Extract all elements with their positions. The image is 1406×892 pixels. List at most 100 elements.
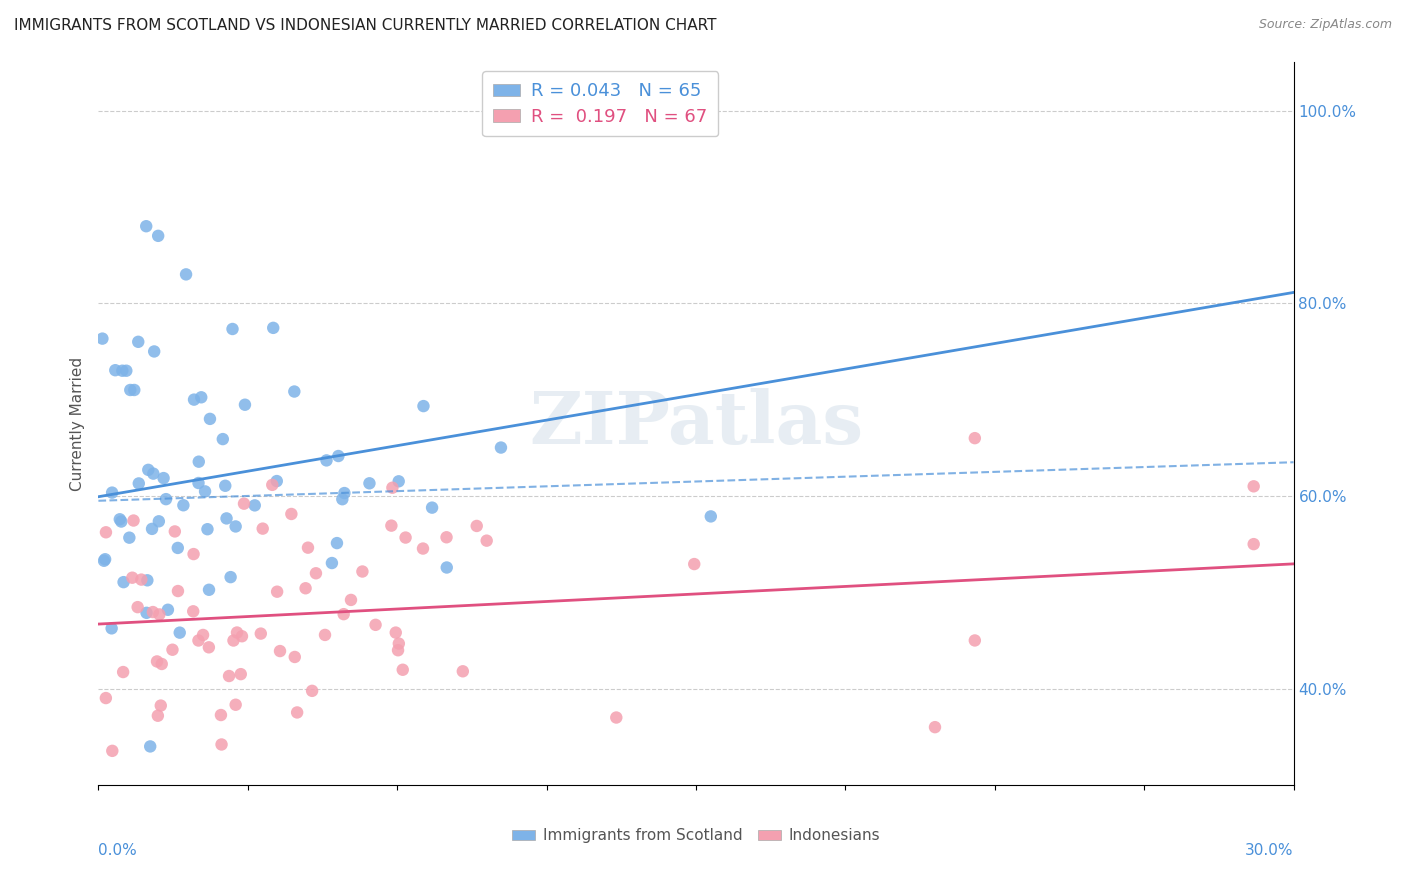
- Point: [391, 663, 413, 677]
- Point: [115, 364, 138, 378]
- Point: [332, 607, 354, 622]
- Point: [141, 522, 163, 536]
- Point: [215, 511, 238, 525]
- Point: [174, 268, 197, 282]
- Point: [94, 691, 117, 706]
- Point: [148, 228, 170, 243]
- Point: [169, 625, 191, 640]
- Point: [328, 449, 350, 463]
- Point: [148, 514, 170, 528]
- Point: [412, 541, 434, 556]
- Point: [284, 650, 307, 665]
- Point: [187, 455, 209, 469]
- Point: [118, 531, 141, 545]
- Point: [451, 665, 474, 679]
- Point: [142, 605, 165, 619]
- Point: [963, 431, 986, 445]
- Point: [475, 533, 498, 548]
- Point: [700, 509, 723, 524]
- Point: [233, 497, 256, 511]
- Point: [269, 644, 291, 658]
- Point: [352, 565, 374, 579]
- Point: [283, 384, 305, 399]
- Point: [187, 475, 209, 490]
- Point: [163, 524, 186, 539]
- Point: [190, 390, 212, 404]
- Point: [1243, 479, 1265, 493]
- Point: [191, 628, 214, 642]
- Point: [187, 633, 209, 648]
- Point: [266, 584, 288, 599]
- Point: [146, 655, 169, 669]
- Point: [155, 492, 177, 507]
- Point: [340, 593, 363, 607]
- Text: ZIPatlas: ZIPatlas: [529, 388, 863, 459]
- Point: [605, 710, 627, 724]
- Point: [305, 566, 328, 581]
- Point: [156, 603, 179, 617]
- Point: [222, 633, 245, 648]
- Point: [221, 322, 243, 336]
- Point: [198, 582, 221, 597]
- Point: [198, 412, 221, 426]
- Point: [1243, 537, 1265, 551]
- Point: [110, 515, 132, 529]
- Point: [146, 708, 169, 723]
- Point: [963, 633, 986, 648]
- Point: [101, 485, 124, 500]
- Point: [314, 628, 336, 642]
- Legend: Immigrants from Scotland, Indonesians: Immigrants from Scotland, Indonesians: [506, 822, 886, 849]
- Point: [94, 525, 117, 540]
- Point: [94, 552, 117, 566]
- Point: [489, 441, 512, 455]
- Point: [127, 334, 149, 349]
- Point: [219, 570, 242, 584]
- Y-axis label: Currently Married: Currently Married: [69, 357, 84, 491]
- Point: [388, 636, 411, 650]
- Point: [226, 625, 249, 640]
- Point: [214, 479, 236, 493]
- Point: [149, 698, 172, 713]
- Point: [104, 363, 127, 377]
- Point: [93, 554, 115, 568]
- Point: [112, 575, 135, 590]
- Point: [139, 739, 162, 754]
- Point: [211, 432, 233, 446]
- Point: [162, 642, 184, 657]
- Point: [333, 486, 356, 500]
- Point: [301, 683, 323, 698]
- Point: [101, 744, 124, 758]
- Point: [465, 519, 488, 533]
- Point: [280, 507, 302, 521]
- Point: [122, 514, 145, 528]
- Text: 30.0%: 30.0%: [1246, 843, 1294, 858]
- Point: [294, 581, 316, 595]
- Point: [315, 453, 337, 467]
- Text: IMMIGRANTS FROM SCOTLAND VS INDONESIAN CURRENTLY MARRIED CORRELATION CHART: IMMIGRANTS FROM SCOTLAND VS INDONESIAN C…: [14, 18, 717, 33]
- Point: [112, 665, 135, 679]
- Point: [364, 617, 387, 632]
- Point: [387, 643, 409, 657]
- Point: [209, 708, 232, 723]
- Point: [150, 657, 173, 671]
- Point: [181, 604, 204, 618]
- Point: [136, 574, 159, 588]
- Point: [225, 519, 247, 533]
- Point: [436, 530, 458, 544]
- Point: [121, 571, 143, 585]
- Point: [225, 698, 247, 712]
- Point: [326, 536, 349, 550]
- Point: [167, 584, 190, 599]
- Point: [135, 606, 157, 620]
- Point: [128, 476, 150, 491]
- Point: [172, 498, 194, 512]
- Point: [297, 541, 319, 555]
- Point: [152, 471, 174, 485]
- Point: [166, 541, 188, 555]
- Point: [183, 392, 205, 407]
- Point: [183, 547, 205, 561]
- Point: [359, 476, 381, 491]
- Point: [380, 518, 402, 533]
- Point: [388, 475, 411, 489]
- Point: [243, 499, 266, 513]
